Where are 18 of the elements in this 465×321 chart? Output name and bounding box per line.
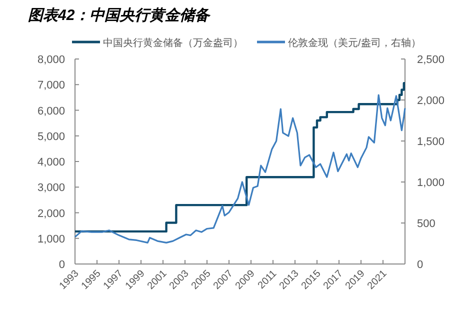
y-tick-label: 5,000 bbox=[37, 130, 65, 143]
y2-tick-label: 500 bbox=[417, 218, 436, 230]
y-tick-label: 6,000 bbox=[37, 105, 65, 118]
y-tick-label: 3,000 bbox=[37, 182, 65, 194]
y2-tick-label: 1,000 bbox=[417, 177, 445, 189]
y-tick-label: 2,000 bbox=[37, 208, 65, 220]
y-tick-label: 1,000 bbox=[37, 233, 65, 246]
y2-tick-label: 1,500 bbox=[417, 136, 445, 148]
y-tick-label: 7,000 bbox=[37, 80, 65, 92]
chart-title: 图表42：中国央行黄金储备 bbox=[28, 7, 212, 24]
y2-tick-label: 2,500 bbox=[417, 54, 445, 66]
y-tick-label: 0 bbox=[58, 259, 65, 271]
y-tick-label: 8,000 bbox=[37, 54, 65, 66]
legend-label: 中国央行黄金储备（万金盎司） bbox=[103, 37, 243, 49]
y-tick-label: 4,000 bbox=[37, 156, 65, 168]
y2-tick-label: 2,000 bbox=[417, 95, 445, 107]
y2-tick-label: 0 bbox=[417, 259, 424, 271]
legend-label: 伦敦金现（美元/盎司，右轴） bbox=[288, 37, 421, 49]
